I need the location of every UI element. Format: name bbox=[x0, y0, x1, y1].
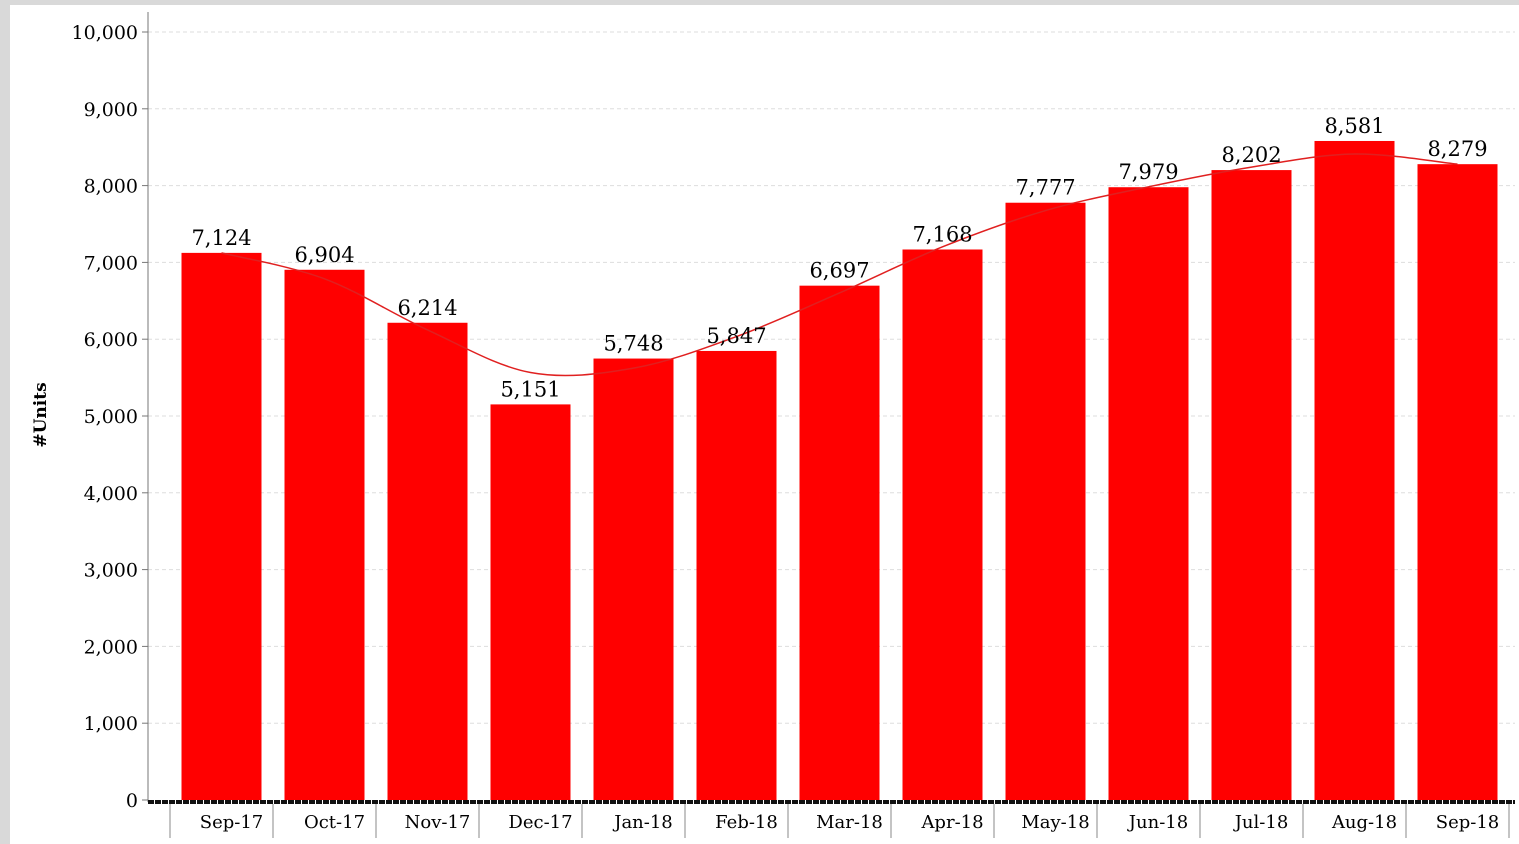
value-label: 7,124 bbox=[191, 226, 251, 250]
bar-apr-18 bbox=[902, 249, 983, 800]
bar-feb-18 bbox=[696, 350, 777, 800]
bar-mar-18 bbox=[799, 285, 880, 800]
bars bbox=[181, 140, 1498, 801]
bar-jul-18 bbox=[1211, 170, 1292, 800]
x-tick-label: May-18 bbox=[1021, 812, 1089, 833]
trend-line bbox=[221, 153, 1458, 377]
value-label: 6,697 bbox=[809, 259, 869, 283]
x-tick-label: Apr-18 bbox=[920, 812, 983, 833]
bar-sep-18 bbox=[1417, 164, 1498, 801]
value-label: 8,279 bbox=[1427, 137, 1487, 161]
y-tick-label: 4,000 bbox=[84, 483, 138, 505]
trend-curve bbox=[221, 153, 1458, 377]
value-label: 8,202 bbox=[1221, 143, 1281, 167]
bar-may-18 bbox=[1005, 202, 1086, 801]
bar-jun-18 bbox=[1108, 187, 1189, 801]
x-tick-label: Oct-17 bbox=[304, 812, 365, 833]
y-tick-label: 9,000 bbox=[84, 99, 138, 121]
x-tick-label: Jan-18 bbox=[612, 812, 673, 833]
y-tick-label: 10,000 bbox=[72, 22, 138, 44]
value-label: 5,847 bbox=[706, 324, 766, 348]
x-tick-label: Feb-18 bbox=[715, 812, 778, 833]
x-tick-label: Dec-17 bbox=[508, 812, 572, 833]
value-labels: 7,124 6,904 6,214 5,151 5,748 5,847 6,697 7,168… bbox=[191, 114, 1487, 401]
x-tick-label: Jul-18 bbox=[1233, 812, 1289, 833]
bar-aug-18 bbox=[1314, 140, 1395, 801]
x-tick-label: Jun-18 bbox=[1127, 812, 1188, 833]
y-tick-label: 1,000 bbox=[84, 713, 138, 735]
y-tick-label: 3,000 bbox=[84, 560, 138, 582]
x-tick-label: Nov-17 bbox=[405, 812, 471, 833]
bar-sep-17 bbox=[181, 252, 262, 800]
x-tick-label: Sep-18 bbox=[1436, 812, 1500, 833]
value-label: 5,151 bbox=[500, 377, 560, 401]
axes: 0 1,000 2,000 3,000 4,000 5,000 6,000 7,000 8,00… bbox=[72, 12, 1515, 838]
bar-jan-18 bbox=[593, 358, 674, 800]
value-label: 6,214 bbox=[397, 296, 457, 320]
value-label: 7,168 bbox=[912, 222, 972, 246]
y-tick-label: 0 bbox=[126, 790, 138, 812]
x-tick-label: Sep-17 bbox=[200, 812, 264, 833]
x-tick-label: Aug-18 bbox=[1331, 812, 1397, 833]
y-tick-label: 7,000 bbox=[84, 252, 138, 274]
value-label: 8,581 bbox=[1324, 114, 1384, 138]
value-label: 7,777 bbox=[1015, 176, 1075, 200]
value-label: 7,979 bbox=[1118, 160, 1178, 184]
bar-oct-17 bbox=[284, 269, 365, 800]
y-tick-label: 5,000 bbox=[84, 406, 138, 428]
y-tick-label: 6,000 bbox=[84, 329, 138, 351]
bar-dec-17 bbox=[490, 404, 571, 800]
value-label: 5,748 bbox=[603, 332, 663, 356]
y-tick-label: 2,000 bbox=[84, 636, 138, 658]
y-axis-label: #Units bbox=[31, 382, 51, 447]
x-tick-label: Mar-18 bbox=[816, 812, 883, 833]
y-tick-label: 8,000 bbox=[84, 176, 138, 198]
value-label: 6,904 bbox=[294, 243, 354, 267]
bar-nov-17 bbox=[387, 322, 468, 800]
